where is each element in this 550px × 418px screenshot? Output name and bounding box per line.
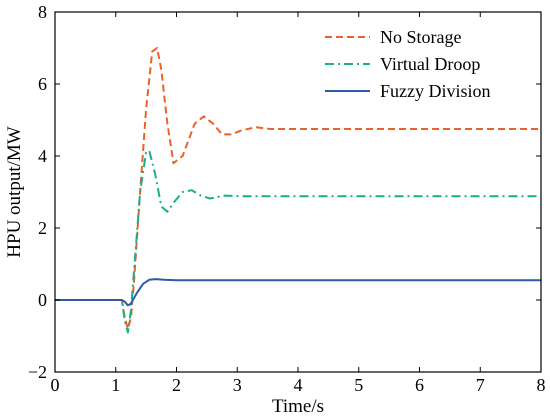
y-tick-label: 0 — [38, 290, 47, 310]
x-tick-label: 6 — [415, 375, 424, 395]
legend: No Storage Virtual Droop Fuzzy Division — [325, 27, 491, 101]
x-axis-label: Time/s — [272, 396, 324, 417]
x-tick-label: 1 — [111, 375, 120, 395]
y-tick-label: 8 — [38, 2, 47, 22]
x-tick-label: 4 — [294, 375, 303, 395]
x-tick-label: 8 — [537, 375, 546, 395]
y-tick-label: 2 — [38, 218, 47, 238]
series-line-1 — [55, 47, 541, 330]
x-tick-label: 3 — [233, 375, 242, 395]
y-tick-label: −2 — [28, 362, 47, 382]
y-tick-label: 4 — [38, 146, 47, 166]
series-line-3 — [55, 278, 541, 307]
series-lines — [55, 47, 541, 334]
x-tick-label: 5 — [354, 375, 363, 395]
y-tick-label: 6 — [38, 74, 47, 94]
y-axis-label: HPU output/MW — [4, 126, 25, 257]
legend-label-3: Fuzzy Division — [380, 81, 491, 101]
legend-label-2: Virtual Droop — [380, 54, 480, 74]
x-tick-label: 0 — [51, 375, 60, 395]
x-tick-label: 2 — [172, 375, 181, 395]
x-tick-label: 7 — [476, 375, 485, 395]
legend-label-1: No Storage — [380, 27, 461, 47]
